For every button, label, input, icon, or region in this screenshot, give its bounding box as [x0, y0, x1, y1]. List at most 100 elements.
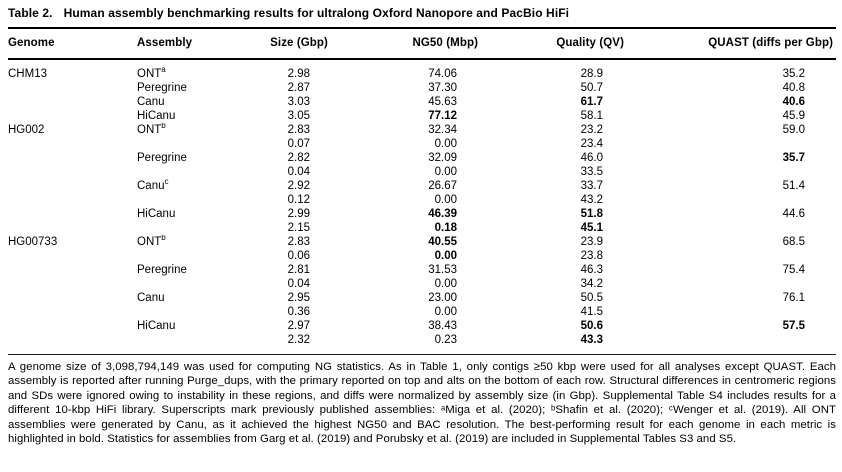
ng50-cell: 74.06: [428, 68, 457, 80]
ng50-cell: 0.00: [434, 306, 457, 318]
size-cell: 2.15: [287, 222, 310, 234]
column-header-quast: QUAST (diffs per Gbp): [627, 29, 836, 60]
assembly-cell: [137, 277, 267, 291]
size-cell: 2.99: [287, 208, 310, 220]
table-row: 0.04 0.00 34.2: [8, 277, 836, 291]
assembly-cell: [137, 249, 267, 263]
qv-cell: 43.2: [580, 194, 603, 206]
quast-cell: [627, 193, 836, 207]
size-cell: 0.04: [287, 278, 310, 290]
column-header-genome: Genome: [8, 29, 137, 60]
ng50-cell: 40.55: [428, 236, 457, 248]
ng50-cell: 38.43: [428, 320, 457, 332]
genome-cell: CHM13: [8, 68, 47, 80]
table-row: 0.07 0.00 23.4: [8, 137, 836, 151]
size-cell: 0.04: [287, 166, 310, 178]
qv-cell: 50.7: [580, 82, 603, 94]
quast-cell: 51.4: [782, 180, 805, 192]
table-footnote: A genome size of 3,098,794,149 was used …: [8, 361, 836, 446]
assembly-cell: [137, 333, 267, 355]
ng50-cell: 46.39: [428, 208, 457, 220]
qv-cell: 51.8: [580, 208, 603, 220]
table-row: HiCanu 3.05 77.12 58.1 45.9: [8, 109, 836, 123]
table-caption: Table 2. Human assembly benchmarking resu…: [8, 6, 836, 29]
ng50-cell: 77.12: [428, 110, 457, 122]
genome-cell: [8, 333, 137, 355]
genome-cell: [8, 109, 137, 123]
genome-cell: [8, 291, 137, 305]
genome-cell: [8, 277, 137, 291]
quast-cell: [627, 305, 836, 319]
benchmark-table: Genome Assembly Size (Gbp) NG50 (Mbp) Qu…: [8, 29, 836, 355]
qv-cell: 33.5: [580, 166, 603, 178]
size-cell: 2.83: [287, 124, 310, 136]
ng50-cell: 31.53: [428, 264, 457, 276]
qv-cell: 50.5: [580, 292, 603, 304]
quast-cell: [627, 137, 836, 151]
table-row: Peregrine 2.82 32.09 46.0 35.7: [8, 151, 836, 165]
assembly-cell: ONTb: [137, 235, 166, 248]
table-row: 0.12 0.00 43.2: [8, 193, 836, 207]
qv-cell: 28.9: [580, 68, 603, 80]
table-row: Canuc 2.92 26.67 33.7 51.4: [8, 179, 836, 193]
ng50-cell: 23.00: [428, 292, 457, 304]
qv-cell: 23.8: [580, 250, 603, 262]
qv-cell: 50.6: [580, 320, 603, 332]
table-caption-label: Table 2.: [8, 6, 53, 20]
header-row: Genome Assembly Size (Gbp) NG50 (Mbp) Qu…: [8, 29, 836, 60]
quast-cell: [627, 165, 836, 179]
quast-cell: 44.6: [782, 208, 805, 220]
qv-cell: 43.3: [580, 334, 603, 346]
size-cell: 2.95: [287, 292, 310, 304]
table-row: Canu 3.03 45.63 61.7 40.6: [8, 95, 836, 109]
assembly-cell: [137, 193, 267, 207]
assembly-cell: HiCanu: [137, 110, 176, 122]
table-row: 2.32 0.23 43.3: [8, 333, 836, 355]
qv-cell: 23.9: [580, 236, 603, 248]
table-row: HG002 ONTb 2.83 32.34 23.2 59.0: [8, 123, 836, 137]
assembly-cell: [137, 137, 267, 151]
genome-cell: [8, 95, 137, 109]
genome-cell: [8, 263, 137, 277]
assembly-cell: ONTa: [137, 65, 166, 80]
assembly-cell: ONTb: [137, 123, 166, 136]
qv-cell: 33.7: [580, 180, 603, 192]
table-row: CHM13 ONTa 2.98 74.06 28.9 35.2: [8, 59, 836, 81]
genome-cell: [8, 137, 137, 151]
qv-cell: 46.3: [580, 264, 603, 276]
ng50-cell: 0.00: [434, 166, 457, 178]
ng50-cell: 32.34: [428, 124, 457, 136]
qv-cell: 45.1: [580, 222, 603, 234]
table-row: Peregrine 2.81 31.53 46.3 75.4: [8, 263, 836, 277]
assembly-cell: Canu: [137, 96, 165, 108]
size-cell: 0.07: [287, 138, 310, 150]
quast-cell: 35.2: [782, 68, 805, 80]
ng50-cell: 0.00: [434, 278, 457, 290]
qv-cell: 23.2: [580, 124, 603, 136]
size-cell: 2.87: [287, 82, 310, 94]
ng50-cell: 0.18: [434, 222, 457, 234]
column-header-size: Size (Gbp): [267, 29, 330, 60]
assembly-cell: Canuc: [137, 179, 169, 192]
table-row: Canu 2.95 23.00 50.5 76.1: [8, 291, 836, 305]
assembly-cell: HiCanu: [137, 208, 176, 220]
qv-cell: 34.2: [580, 278, 603, 290]
table-caption-text: Human assembly benchmarking results for …: [63, 6, 570, 20]
assembly-cell: [137, 305, 267, 319]
size-cell: 2.83: [287, 236, 310, 248]
table-row: HG00733 ONTb 2.83 40.55 23.9 68.5: [8, 235, 836, 249]
column-header-quality: Quality (QV): [480, 29, 627, 60]
genome-cell: [8, 305, 137, 319]
quast-cell: [627, 277, 836, 291]
genome-cell: [8, 221, 137, 235]
genome-cell: [8, 207, 137, 221]
table-row: Peregrine 2.87 37.30 50.7 40.8: [8, 81, 836, 95]
assembly-superscript: a: [161, 65, 166, 75]
ng50-cell: 26.67: [428, 180, 457, 192]
size-cell: 3.03: [287, 96, 310, 108]
genome-cell: [8, 249, 137, 263]
assembly-cell: [137, 221, 267, 235]
table-header: Genome Assembly Size (Gbp) NG50 (Mbp) Qu…: [8, 29, 836, 60]
qv-cell: 58.1: [580, 110, 603, 122]
